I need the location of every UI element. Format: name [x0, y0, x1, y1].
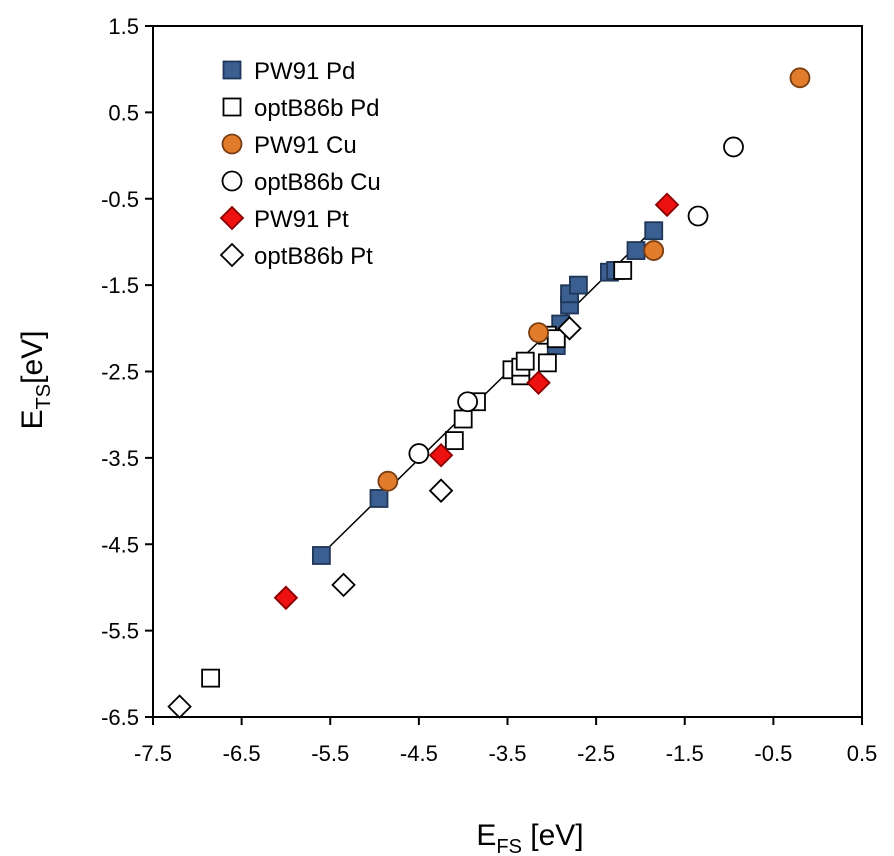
point-optb86b-pt — [557, 316, 582, 341]
point-optb86b-pd — [515, 351, 535, 371]
y-tick-label: -2.5 — [101, 360, 139, 385]
y-axis-ticks: 1.5 0.5 -0.5 -1.5 -2.5 -3.5 -4.5 -5.5 -6.5 — [101, 14, 153, 730]
y-tick-label: -6.5 — [101, 705, 139, 730]
x-tick-label: -5.5 — [311, 741, 349, 766]
legend-label-pw91-pt: PW91 Pt — [254, 206, 349, 233]
legend: PW91 Pd optB86b Pd PW91 Cu optB86b Cu PW91 P… — [219, 58, 381, 270]
point-optb86b-pd — [453, 409, 473, 429]
point-optb86b-pd — [537, 353, 557, 373]
y-axis-title-unit: [eV] — [16, 331, 49, 384]
y-tick-label: 0.5 — [108, 100, 139, 125]
point-optb86b-pd — [201, 668, 221, 688]
point-optb86b-pt — [167, 694, 192, 719]
legend-marker-optb86b-pd — [222, 97, 242, 117]
data-points-layer — [167, 67, 811, 719]
legend-marker-optb86b-pt — [219, 242, 245, 268]
legend-label-pw91-cu: PW91 Cu — [254, 132, 357, 159]
point-pw91-pt — [654, 192, 680, 218]
x-tick-label: -2.5 — [577, 741, 615, 766]
point-optb86b-cu — [723, 136, 744, 158]
legend-marker-pw91-pd — [222, 60, 242, 80]
y-tick-label: -0.5 — [101, 187, 139, 212]
point-pw91-pd — [626, 241, 646, 260]
legend-label-pw91-pd: PW91 Pd — [254, 58, 355, 85]
legend-marker-pw91-cu — [221, 133, 243, 155]
x-tick-label: -6.5 — [223, 741, 261, 766]
point-optb86b-pt — [331, 572, 356, 598]
point-pw91-cu — [377, 470, 399, 492]
x-axis-title-sub: FS — [496, 836, 522, 856]
point-pw91-pd — [311, 546, 331, 565]
legend-marker-pw91-pt — [219, 205, 245, 231]
y-tick-label: 1.5 — [108, 14, 139, 39]
point-pw91-pt — [273, 585, 299, 611]
y-tick-label: -1.5 — [101, 273, 139, 298]
legend-marker-optb86b-cu — [221, 170, 243, 192]
y-tick-label: -3.5 — [101, 446, 139, 471]
x-axis-title-unit: [eV] — [522, 819, 584, 852]
point-pw91-pd — [569, 275, 588, 295]
point-optb86b-cu — [687, 205, 709, 227]
x-axis-title: EFS [eV] — [476, 819, 583, 856]
x-tick-label: 0.5 — [847, 741, 878, 766]
point-pw91-pt — [428, 443, 454, 468]
point-pw91-pt — [526, 370, 551, 396]
x-tick-label: -7.5 — [134, 741, 172, 766]
legend-label-optb86b-cu: optB86b Cu — [254, 169, 381, 196]
point-pw91-pd — [644, 221, 664, 241]
x-axis-ticks: -7.5 -6.5 -5.5 -4.5 -3.5 -2.5 -1.5 -0.5 0.5 — [134, 717, 877, 766]
point-pw91-cu — [528, 322, 549, 344]
point-pw91-cu — [789, 67, 811, 89]
point-pw91-cu — [643, 240, 665, 261]
y-tick-label: -5.5 — [101, 619, 139, 644]
x-axis-title-main: E — [476, 819, 496, 852]
point-optb86b-pd — [613, 261, 633, 280]
y-tick-label: -4.5 — [101, 532, 139, 557]
legend-label-optb86b-pt: optB86b Pt — [254, 243, 373, 270]
x-tick-label: -1.5 — [666, 741, 704, 766]
point-optb86b-pd — [444, 431, 464, 451]
point-optb86b-cu — [457, 391, 479, 413]
point-optb86b-cu — [408, 443, 430, 464]
legend-label-optb86b-pd: optB86b Pd — [254, 95, 379, 122]
x-tick-label: -3.5 — [489, 741, 527, 766]
point-optb86b-pt — [428, 478, 454, 503]
point-optb86b-pd — [546, 329, 566, 349]
y-axis-title: ETS[eV] — [16, 331, 55, 430]
point-pw91-pd — [369, 489, 389, 508]
x-tick-label: -4.5 — [400, 741, 438, 766]
y-axis-title-sub: TS — [33, 384, 55, 410]
x-tick-label: -0.5 — [754, 741, 792, 766]
y-axis-title-main: E — [16, 409, 49, 429]
